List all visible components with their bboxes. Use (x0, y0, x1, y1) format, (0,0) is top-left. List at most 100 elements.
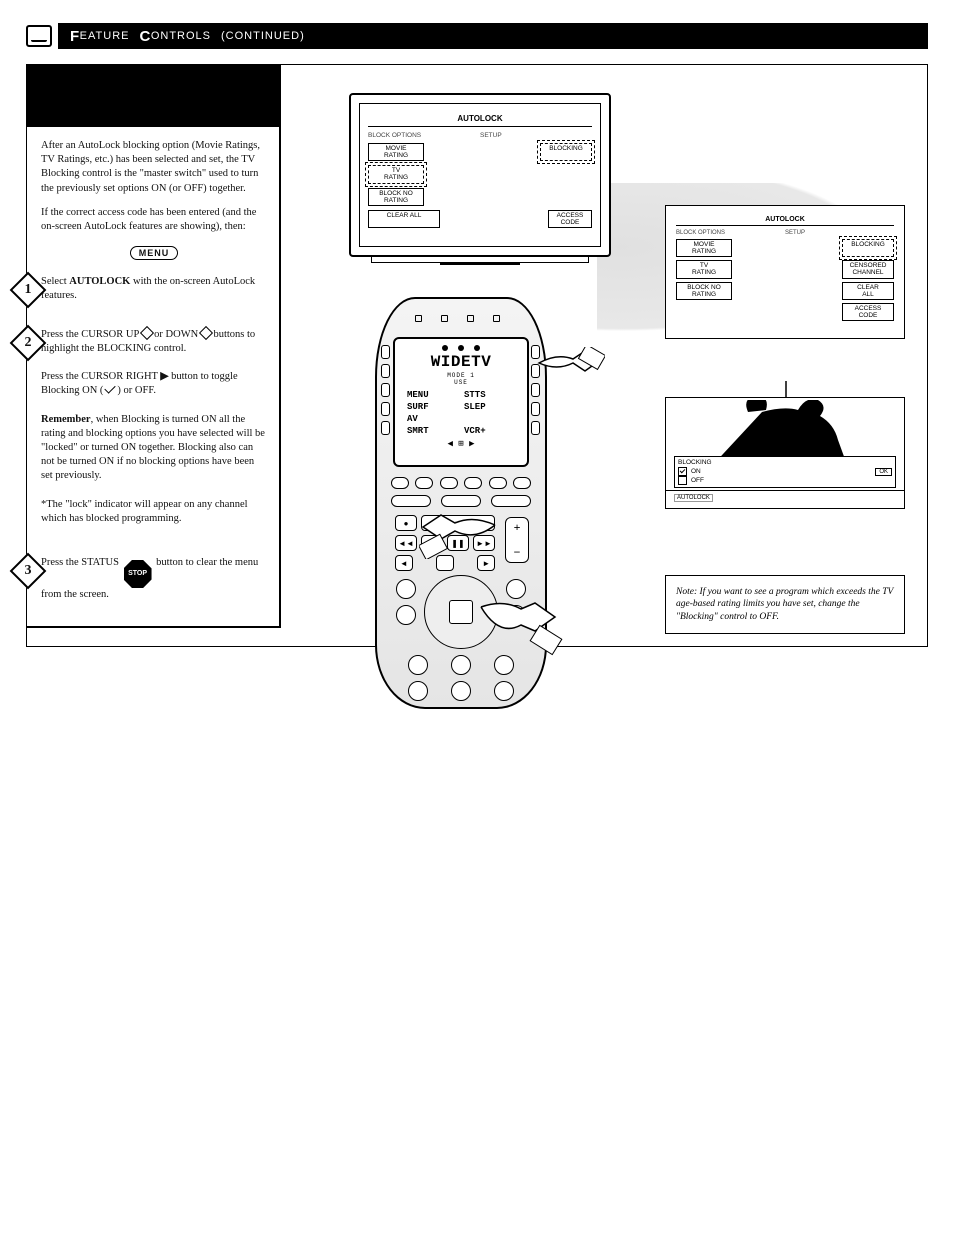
tv1-block: BLOCKING (540, 143, 592, 161)
p2-movie: MOVIERATING (676, 239, 732, 257)
osd-ok: OK (875, 468, 892, 476)
num-1 (408, 655, 428, 675)
p2-code: ACCESSCODE (842, 303, 894, 321)
intro-p2: If the correct access code has been ente… (41, 206, 267, 234)
lcd-mode: MODE 1 (447, 372, 475, 379)
remote-led-1 (415, 315, 422, 322)
osd-blocking-bar: BLOCKING ON OK OFF (674, 456, 896, 488)
side-key-r1 (531, 345, 540, 359)
tv1-tvr: TVRATING (368, 165, 424, 183)
side-key-l2 (381, 364, 390, 378)
side-round-3 (506, 579, 526, 599)
tr-play: ► (421, 515, 495, 531)
num-2 (451, 655, 471, 675)
side-round-1 (396, 579, 416, 599)
header-title: FEATURE CONTROLS (CONTINUED) (58, 23, 928, 49)
tr-ff: ►► (473, 535, 495, 551)
lcd-blank (464, 414, 515, 424)
p2-nor: BLOCK NORATING (676, 282, 732, 300)
tv1-movie: MOVIERATING (368, 143, 424, 161)
num-6 (494, 681, 514, 701)
tr-stop: ■ (421, 535, 443, 551)
tv1-code: ACCESSCODE (548, 210, 592, 228)
side-round-4 (506, 605, 526, 625)
tv1-title: AUTOLOCK (368, 114, 592, 123)
pill-4 (464, 477, 482, 489)
intro-p1: After an AutoLock blocking option (Movie… (41, 139, 267, 196)
osd-on: ON (691, 468, 701, 475)
remote-lcd: WIDETV MODE 1 USE MENUSTTS SURFSLEP AV S… (393, 337, 529, 467)
osd-off: OFF (691, 477, 704, 484)
illustration-area: AUTOLOCK BLOCK OPTIONSSETUP MOVIERATING … (299, 65, 913, 628)
osd-off-box (678, 476, 687, 485)
num-3 (494, 655, 514, 675)
header-word-1b: EATURE (80, 30, 130, 42)
s2-indicator: *The "lock" indicator will appear on any… (41, 499, 248, 524)
menu-button-graphic: MENU (130, 246, 179, 260)
s2f: ) or OFF. (117, 385, 156, 396)
lcd-nav: ◀ ⊞ ▶ (399, 439, 523, 449)
lcd-av: AV (407, 414, 458, 424)
remote-led-2 (441, 315, 448, 322)
stop-icon: STOP (124, 560, 152, 588)
tr-skip-f: ► (477, 555, 495, 571)
header: FEATURE CONTROLS (CONTINUED) (26, 22, 928, 50)
s2a: Press the CURSOR UP (41, 329, 142, 340)
step-2: 2 Press the CURSOR UP or DOWN buttons to… (41, 328, 267, 526)
pill-2 (415, 477, 433, 489)
note-box: Note: If you want to see a program which… (665, 575, 905, 634)
side-key-l4 (381, 402, 390, 416)
s2d: Press the CURSOR RIGHT (41, 371, 160, 382)
lcd-menu: MENU (407, 390, 458, 400)
p2-block: BLOCKING (842, 239, 894, 257)
p2-title: AUTOLOCK (676, 216, 894, 223)
header-continued: (CONTINUED) (221, 30, 305, 42)
pill-1 (391, 477, 409, 489)
step-3: 3 Press the STATUS STOP button to clear … (41, 556, 267, 602)
tr-pause: ❚❚ (447, 535, 469, 551)
steps-header-black (27, 65, 279, 127)
pill-b2 (441, 495, 481, 507)
pill-b3 (491, 495, 531, 507)
lcd-brand: WIDETV (399, 353, 523, 371)
tv1-clear: CLEAR ALL (368, 210, 440, 228)
side-key-l1 (381, 345, 390, 359)
tr-skip-b: ◄ (395, 555, 413, 571)
cursor-down-icon (201, 328, 211, 338)
lcd-slep: SLEP (464, 402, 515, 412)
side-key-r3 (531, 383, 540, 397)
lcd-stts: STTS (464, 390, 515, 400)
num-4 (408, 681, 428, 701)
pill-6 (513, 477, 531, 489)
remote-led-4 (493, 315, 500, 322)
side-round-2 (396, 605, 416, 625)
remote-led-3 (467, 315, 474, 322)
tv-icon (26, 25, 52, 47)
program-preview: BLOCKING ON OK OFF AUTOLOCK (665, 397, 905, 509)
side-key-l5 (381, 421, 390, 435)
p2-hr: SETUP (785, 230, 894, 236)
remote-illustration: WIDETV MODE 1 USE MENUSTTS SURFSLEP AV S… (375, 297, 547, 709)
tv1-nor: BLOCK NORATING (368, 188, 424, 206)
header-word-2b: ONTROLS (151, 30, 211, 42)
side-key-l3 (381, 383, 390, 397)
tv1-head-l: BLOCK OPTIONS (368, 132, 480, 139)
step-1: 1 Select AUTOLOCK with the on-screen Aut… (41, 275, 267, 303)
cursor-up-icon (142, 328, 152, 338)
s2-note-pre: Remember (41, 414, 91, 425)
lcd-use: USE (454, 379, 468, 386)
check-icon (105, 383, 116, 394)
header-word-1: F (70, 28, 80, 45)
osd-title: BLOCKING (678, 459, 892, 466)
tr-mid (436, 555, 454, 571)
dpad-ok (449, 600, 473, 624)
s1-pre: Select (41, 276, 69, 287)
lcd-surf: SURF (407, 402, 458, 412)
tv1-head-r: SETUP (480, 132, 592, 139)
num-5 (451, 681, 471, 701)
pill-b1 (391, 495, 431, 507)
header-word-2: C (139, 28, 150, 45)
p2-clear: CLEARALL (842, 282, 894, 300)
s2b: or DOWN (154, 329, 201, 340)
tv-menu-1: AUTOLOCK BLOCK OPTIONSSETUP MOVIERATING … (349, 93, 611, 265)
